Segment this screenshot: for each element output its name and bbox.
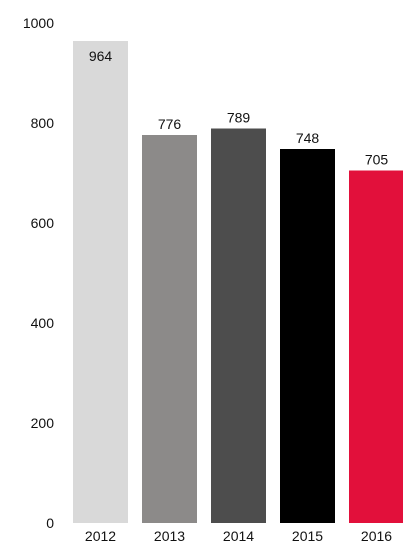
bar-value-label: 705: [365, 152, 389, 168]
y-tick-label: 400: [31, 315, 55, 331]
bar-value-label: 964: [89, 48, 113, 64]
x-tick-label: 2014: [223, 528, 254, 544]
x-axis: 2012 2013 2014 2015 2016: [85, 528, 392, 544]
x-tick-label: 2015: [292, 528, 323, 544]
bar-value-label: 748: [296, 130, 320, 146]
bar-2012: [73, 41, 128, 523]
y-tick-label: 1000: [23, 15, 54, 31]
y-tick-label: 0: [46, 515, 54, 531]
bar-value-label: 789: [227, 110, 251, 126]
x-tick-label: 2013: [154, 528, 185, 544]
y-tick-label: 600: [31, 215, 55, 231]
bar-2014: [211, 129, 266, 524]
bar-value-label: 776: [158, 116, 182, 132]
bar-2013: [142, 135, 197, 523]
y-tick-label: 800: [31, 115, 55, 131]
x-tick-label: 2016: [361, 528, 392, 544]
bar-2015: [280, 149, 335, 523]
bar-2016: [349, 171, 403, 524]
y-axis: 0 200 400 600 800 1000: [23, 15, 54, 531]
x-tick-label: 2012: [85, 528, 116, 544]
y-tick-label: 200: [31, 415, 55, 431]
